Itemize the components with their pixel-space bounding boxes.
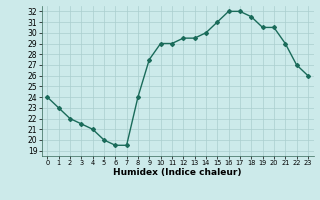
X-axis label: Humidex (Indice chaleur): Humidex (Indice chaleur)	[113, 168, 242, 177]
